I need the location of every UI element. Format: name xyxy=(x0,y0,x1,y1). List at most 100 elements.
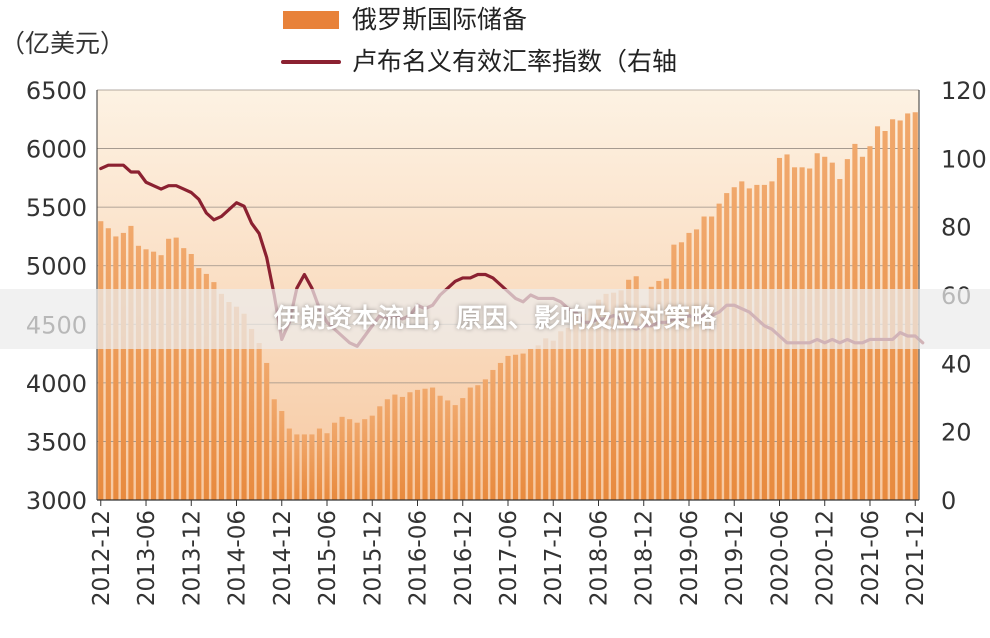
bar xyxy=(716,203,722,500)
y-left-tick-label: 6000 xyxy=(26,136,87,164)
bar xyxy=(151,251,157,500)
bar xyxy=(264,362,270,500)
overlay-band xyxy=(0,289,990,349)
y-right-tick-label: 80 xyxy=(941,214,972,242)
bar xyxy=(611,292,617,500)
bar xyxy=(211,282,217,500)
bar xyxy=(445,400,451,500)
bar xyxy=(558,331,564,500)
bar xyxy=(663,278,669,500)
bar xyxy=(490,369,496,500)
bar xyxy=(294,434,300,500)
bar xyxy=(565,327,571,500)
bar xyxy=(414,389,421,500)
bar xyxy=(392,394,398,500)
bar xyxy=(128,225,134,500)
bar xyxy=(362,419,368,500)
bar xyxy=(218,293,224,500)
bar xyxy=(226,302,232,500)
bar xyxy=(633,276,639,500)
x-tick-label: 2017-12 xyxy=(541,510,567,606)
bar xyxy=(399,396,405,500)
bar xyxy=(249,328,255,500)
bar xyxy=(407,392,413,500)
bar xyxy=(573,312,579,500)
bar xyxy=(181,248,187,500)
bar xyxy=(347,419,353,500)
bar xyxy=(701,216,707,500)
bar xyxy=(271,399,277,500)
bar xyxy=(188,254,194,500)
x-tick-label: 2019-06 xyxy=(677,510,703,606)
bar xyxy=(354,422,360,500)
x-tick-label: 2013-12 xyxy=(179,510,205,606)
bar xyxy=(203,273,209,500)
bar xyxy=(143,249,149,500)
y-right-tick-label: 40 xyxy=(941,350,972,378)
x-tick-label: 2015-06 xyxy=(315,510,341,606)
y-right-tick-label: 0 xyxy=(941,487,956,515)
bar xyxy=(580,313,586,500)
bar xyxy=(135,245,142,500)
bar xyxy=(452,405,458,500)
bar xyxy=(316,428,323,500)
x-tick-label: 2020-06 xyxy=(768,510,794,606)
x-tick-label: 2016-06 xyxy=(406,510,432,606)
bar xyxy=(618,290,624,500)
x-tick-label: 2018-06 xyxy=(587,510,613,606)
x-tick-label: 2016-12 xyxy=(451,510,477,606)
bar xyxy=(377,406,383,500)
x-tick-label: 2020-12 xyxy=(813,510,839,606)
x-tick-label: 2015-12 xyxy=(360,510,386,606)
bar xyxy=(301,434,307,500)
y-right-tick-label: 100 xyxy=(941,145,987,173)
bar xyxy=(324,433,330,500)
bar xyxy=(256,343,262,500)
y-left-tick-label: 3000 xyxy=(26,487,87,515)
x-tick-label: 2019-12 xyxy=(722,510,748,606)
bar xyxy=(339,416,345,500)
bar xyxy=(588,305,594,500)
bar xyxy=(671,244,677,500)
bar xyxy=(279,410,285,500)
bar xyxy=(422,388,428,500)
bar xyxy=(678,242,685,501)
x-tick-label: 2018-12 xyxy=(632,510,658,606)
y-right-tick-label: 120 xyxy=(941,77,987,105)
bar xyxy=(520,353,526,500)
x-tick-label: 2021-12 xyxy=(903,510,929,606)
bar xyxy=(98,221,104,500)
bar xyxy=(528,348,534,500)
y-right-tick-label: 20 xyxy=(941,419,972,447)
bar xyxy=(467,387,473,500)
bar xyxy=(543,338,549,500)
bar xyxy=(686,232,692,500)
bar xyxy=(120,232,126,500)
bar xyxy=(384,399,390,500)
bar xyxy=(196,268,202,500)
bar xyxy=(603,293,609,500)
legend-label-bar: 俄罗斯国际储备 xyxy=(352,5,527,34)
bar xyxy=(693,229,700,500)
y-left-tick-label: 5500 xyxy=(26,194,87,222)
bar xyxy=(550,340,556,500)
bar xyxy=(173,237,179,500)
x-tick-label: 2014-12 xyxy=(270,510,296,606)
bar xyxy=(105,228,111,501)
y-left-tick-label: 6500 xyxy=(26,77,87,105)
bar xyxy=(331,422,338,500)
x-tick-label: 2014-06 xyxy=(225,510,251,606)
bar xyxy=(656,280,662,500)
bar xyxy=(641,305,647,500)
bar xyxy=(497,362,504,500)
bar xyxy=(626,279,632,500)
bar xyxy=(535,345,541,500)
bar xyxy=(475,385,481,500)
x-tick-label: 2021-06 xyxy=(858,510,884,606)
left-axis-unit-label: （亿美元） xyxy=(0,29,125,58)
bar xyxy=(709,216,715,500)
bar xyxy=(460,398,466,500)
bar xyxy=(369,415,375,500)
x-tick-label: 2013-06 xyxy=(134,510,160,606)
